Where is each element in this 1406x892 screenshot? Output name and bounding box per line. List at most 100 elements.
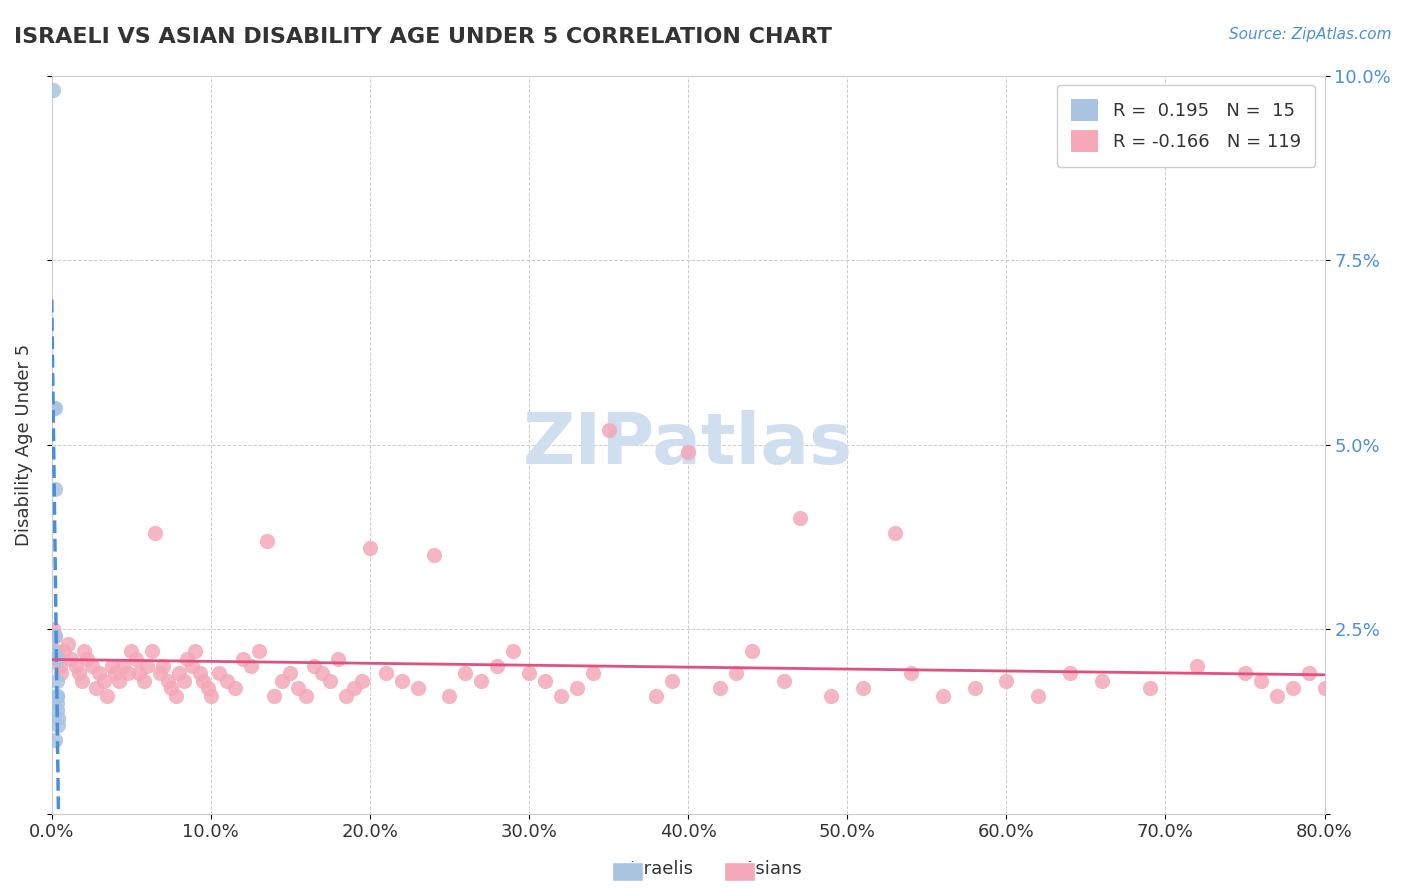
Point [46,718,69,732]
Point [709,681,731,695]
Point [676,445,699,459]
Point [104,666,127,681]
Point [374,666,396,681]
Point [1361,689,1384,703]
Point [232,651,254,665]
Point [141,644,163,658]
Text: Israelis: Israelis [628,860,693,878]
Point [191,673,214,688]
Point [184,644,207,658]
Point [239,659,262,673]
Point [852,681,875,695]
Point [215,673,238,688]
Point [1265,689,1288,703]
Point [120,644,142,658]
Point [598,423,620,437]
Point [1026,689,1049,703]
Point [56,637,79,651]
Text: ZIPatlas: ZIPatlas [523,410,853,479]
Point [900,666,922,681]
Point [884,526,907,541]
Point [167,666,190,681]
Point [1313,681,1336,695]
Point [1233,666,1256,681]
Point [45,651,67,665]
Point [156,673,179,688]
Point [42,83,65,97]
Point [645,689,668,703]
Point [422,549,444,563]
Legend: R =  0.195   N =  15, R = -0.166   N = 119: R = 0.195 N = 15, R = -0.166 N = 119 [1057,85,1316,167]
Point [1281,681,1303,695]
Point [48,659,70,673]
Point [931,689,953,703]
Point [53,644,76,658]
Point [661,673,683,688]
Point [224,681,246,695]
Point [311,666,333,681]
Point [963,681,986,695]
Point [51,666,73,681]
Point [188,666,211,681]
Point [84,681,107,695]
Point [143,526,166,541]
Point [72,644,94,658]
Point [280,666,302,681]
Point [117,666,139,681]
Point [96,689,118,703]
Point [1376,681,1399,695]
Point [70,673,93,688]
Point [772,673,794,688]
Point [67,666,90,681]
Point [45,673,67,688]
Point [176,651,198,665]
Point [359,541,381,555]
Point [534,673,557,688]
Point [173,673,195,688]
Point [44,630,66,644]
Point [76,651,98,665]
Point [1091,673,1114,688]
Point [256,533,278,548]
Point [1187,659,1209,673]
Point [101,659,124,673]
Point [470,673,492,688]
Text: Source: ZipAtlas.com: Source: ZipAtlas.com [1229,27,1392,42]
Point [44,482,66,496]
Point [263,689,285,703]
Point [180,659,202,673]
Point [149,666,172,681]
Point [65,659,87,673]
Point [439,689,461,703]
Point [1329,689,1351,703]
Point [1059,666,1081,681]
Y-axis label: Disability Age Under 5: Disability Age Under 5 [15,343,32,546]
Point [995,673,1018,688]
Point [93,673,115,688]
Point [46,651,69,665]
Point [1250,673,1272,688]
Point [200,689,222,703]
Point [1346,673,1368,688]
Point [45,696,67,710]
Point [165,689,187,703]
Point [350,673,373,688]
Point [335,689,357,703]
Point [406,681,429,695]
Point [247,644,270,658]
Point [789,511,811,525]
Point [128,666,150,681]
Point [741,644,763,658]
Text: Asians: Asians [744,860,803,878]
Point [44,732,66,747]
Point [502,644,524,658]
Point [287,681,309,695]
Point [125,651,148,665]
Point [136,659,159,673]
Point [820,689,842,703]
Point [271,673,294,688]
Point [295,689,318,703]
Text: ISRAELI VS ASIAN DISABILITY AGE UNDER 5 CORRELATION CHART: ISRAELI VS ASIAN DISABILITY AGE UNDER 5 … [14,27,832,46]
Point [208,666,231,681]
Point [107,673,129,688]
